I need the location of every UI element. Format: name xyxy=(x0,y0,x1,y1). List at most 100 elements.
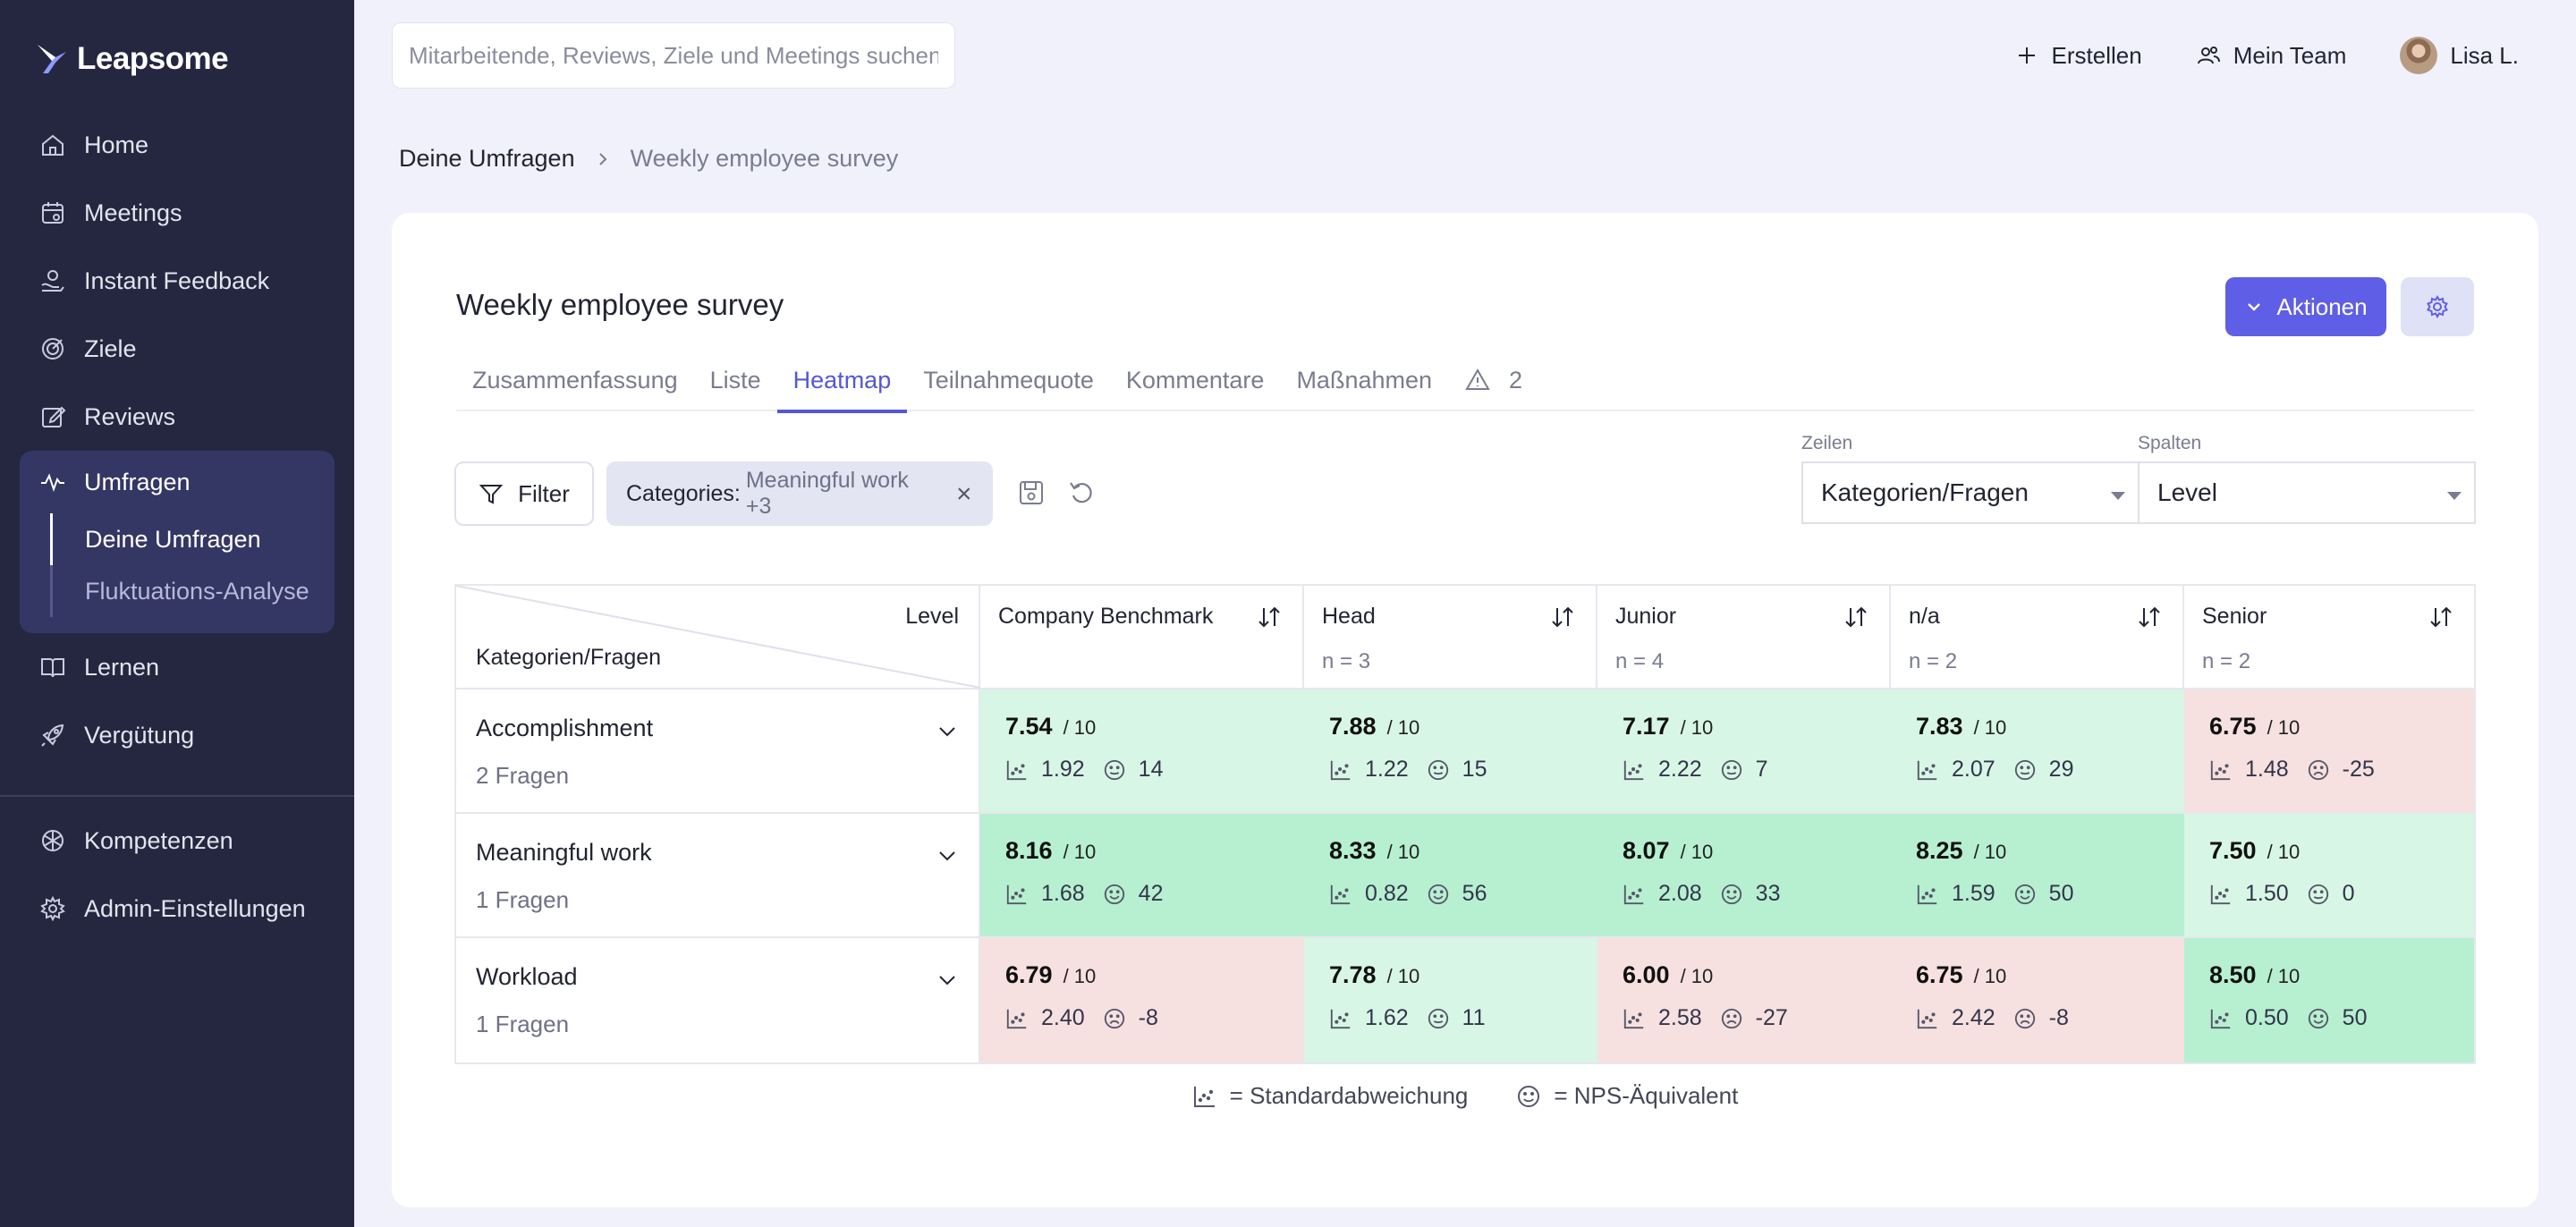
column-header-junior: Junior n = 4 xyxy=(1597,586,1891,688)
chevron-down-icon[interactable] xyxy=(936,844,959,867)
heatmap-cell[interactable]: 8.50 / 10 0.50 50 xyxy=(2184,938,2474,1062)
std-deviation-icon xyxy=(1006,760,1027,780)
nav-label: Ziele xyxy=(84,334,137,362)
heatmap-cell[interactable]: 6.75 / 10 2.42 -8 xyxy=(1891,938,2184,1062)
subnav-item-deine-umfragen[interactable]: Deine Umfragen xyxy=(50,513,335,565)
tab-warnings[interactable]: 2 xyxy=(1448,349,1538,411)
row-question-count: 1 Fragen xyxy=(476,1011,570,1037)
nav-item-kompetenzen[interactable]: Kompetenzen xyxy=(20,807,335,875)
create-button[interactable]: Erstellen xyxy=(2014,42,2142,70)
tab-massnahmen[interactable]: Maßnahmen xyxy=(1296,366,1433,393)
heatmap-cell[interactable]: 7.17 / 10 2.22 7 xyxy=(1597,690,1891,812)
column-header-head: Head n = 3 xyxy=(1304,586,1597,688)
cell-nps: 0 xyxy=(2342,881,2355,906)
sort-icon[interactable] xyxy=(2428,604,2454,630)
heatmap-cell[interactable]: 8.33 / 10 0.82 56 xyxy=(1304,814,1597,936)
sort-icon[interactable] xyxy=(1256,604,1283,630)
logo[interactable]: Leapsome xyxy=(36,36,229,82)
filter-button[interactable]: Filter xyxy=(454,461,594,526)
std-deviation-icon xyxy=(1330,1009,1351,1028)
plus-icon xyxy=(2018,47,2035,63)
row-category: Meaningful work xyxy=(476,839,652,866)
cell-scale: / 10 xyxy=(1386,716,1420,739)
cell-scale: / 10 xyxy=(1063,965,1097,987)
sort-icon[interactable] xyxy=(1843,604,1869,630)
tab-liste[interactable]: Liste xyxy=(709,366,761,393)
cell-std-deviation: 0.82 xyxy=(1365,881,1409,906)
heatmap-cell[interactable]: 8.16 / 10 1.68 42 xyxy=(980,814,1304,936)
survey-card: Weekly employee survey Aktionen Zusammen… xyxy=(392,213,2538,1207)
column-count: n = 3 xyxy=(1322,649,1371,673)
heatmap-cell[interactable]: 7.50 / 10 1.50 0 xyxy=(2184,814,2474,936)
neutral-face-icon xyxy=(1428,759,1448,780)
tab-heatmap[interactable]: Heatmap xyxy=(776,349,908,413)
nav-item-meetings[interactable]: Meetings xyxy=(20,179,335,247)
neutral-face-icon xyxy=(1721,759,1741,780)
heatmap-cell[interactable]: 6.79 / 10 2.40 -8 xyxy=(980,938,1304,1062)
subnav-item-fluktuations-analyse[interactable]: Fluktuations-Analyse xyxy=(85,577,309,605)
cell-score: 7.50 xyxy=(2209,837,2257,864)
top-actions: Erstellen Mein Team Lisa L. xyxy=(2014,25,2519,86)
cell-std-deviation: 2.42 xyxy=(1952,1005,1996,1030)
global-search[interactable] xyxy=(392,22,955,89)
heatmap-cell[interactable]: 7.54 / 10 1.92 14 xyxy=(980,690,1304,812)
breadcrumb-link[interactable]: Deine Umfragen xyxy=(399,145,575,172)
nav-group-umfragen: Umfragen Deine Umfragen Fluktuations-Ana… xyxy=(20,451,335,633)
settings-button[interactable] xyxy=(2401,277,2474,336)
tab-zusammenfassung[interactable]: Zusammenfassung xyxy=(472,366,678,393)
cell-score: 8.07 xyxy=(1623,837,1670,864)
heatmap-cell[interactable]: 7.83 / 10 2.07 29 xyxy=(1891,690,2184,812)
nav-item-instant-feedback[interactable]: Instant Feedback xyxy=(20,247,335,315)
cell-score: 8.33 xyxy=(1329,837,1377,864)
tab-teilnahmequote[interactable]: Teilnahmequote xyxy=(923,366,1094,393)
my-team-button[interactable]: Mein Team xyxy=(2196,42,2346,70)
page-title: Weekly employee survey xyxy=(456,288,784,321)
nav-item-ziele[interactable]: Ziele xyxy=(20,315,335,383)
cell-scale: / 10 xyxy=(1680,841,1714,863)
row-header[interactable]: Workload 1 Fragen xyxy=(456,938,980,1062)
nav-label: Vergütung xyxy=(84,721,195,749)
nav-item-reviews[interactable]: Reviews xyxy=(20,383,335,451)
cell-scale: / 10 xyxy=(1386,841,1420,863)
row-header[interactable]: Meaningful work 1 Fragen xyxy=(456,814,980,936)
close-icon[interactable] xyxy=(955,485,973,503)
heatmap-cell[interactable]: 8.07 / 10 2.08 33 xyxy=(1597,814,1891,936)
feedback-icon xyxy=(41,270,64,292)
breadcrumb: Deine Umfragen Weekly employee survey xyxy=(399,145,898,173)
sort-icon[interactable] xyxy=(1549,604,1576,630)
row-category: Workload xyxy=(476,963,578,990)
sort-icon[interactable] xyxy=(2136,604,2163,630)
nav-label: Umfragen xyxy=(84,468,191,495)
row-header[interactable]: Accomplishment 2 Fragen xyxy=(456,690,980,812)
nav-item-lernen[interactable]: Lernen xyxy=(20,633,335,701)
actions-button[interactable]: Aktionen xyxy=(2225,277,2386,336)
nav-item-verguetung[interactable]: Vergütung xyxy=(20,701,335,769)
cell-score: 7.54 xyxy=(1005,713,1053,740)
heatmap-cell[interactable]: 7.88 / 10 1.22 15 xyxy=(1304,690,1597,812)
nav-item-home[interactable]: Home xyxy=(20,111,335,179)
heatmap-cell[interactable]: 6.00 / 10 2.58 -27 xyxy=(1597,938,1891,1062)
sad-face-icon xyxy=(1721,1008,1741,1028)
search-input[interactable] xyxy=(409,41,938,70)
heatmap-cell[interactable]: 8.25 / 10 1.59 50 xyxy=(1891,814,2184,936)
competence-icon xyxy=(42,830,64,851)
cell-score: 8.16 xyxy=(1005,837,1053,864)
reset-icon[interactable] xyxy=(1066,478,1097,508)
std-deviation-icon xyxy=(1917,1009,1937,1028)
heatmap-cell[interactable]: 7.78 / 10 1.62 11 xyxy=(1304,938,1597,1062)
nav-item-admin-einstellungen[interactable]: Admin-Einstellungen xyxy=(20,875,335,943)
save-icon[interactable] xyxy=(1016,478,1046,508)
heatmap-cell[interactable]: 6.75 / 10 1.48 -25 xyxy=(2184,690,2474,812)
cell-nps: 29 xyxy=(2048,757,2074,782)
chevron-down-icon[interactable] xyxy=(936,720,959,743)
user-menu[interactable]: Lisa L. xyxy=(2400,37,2519,74)
rows-select[interactable]: Kategorien/Fragen xyxy=(1801,461,2140,524)
tab-kommentare[interactable]: Kommentare xyxy=(1125,366,1265,393)
columns-select[interactable]: Level xyxy=(2138,461,2476,524)
category-filter-chip[interactable]: Categories: Meaningful work +3 xyxy=(606,461,993,526)
nav-item-umfragen[interactable]: Umfragen xyxy=(20,451,335,513)
cell-std-deviation: 2.07 xyxy=(1952,757,1996,782)
chevron-down-icon[interactable] xyxy=(936,969,959,992)
legend-nps: = NPS-Äquivalent xyxy=(1554,1082,1739,1109)
happy-face-icon xyxy=(1721,884,1741,904)
